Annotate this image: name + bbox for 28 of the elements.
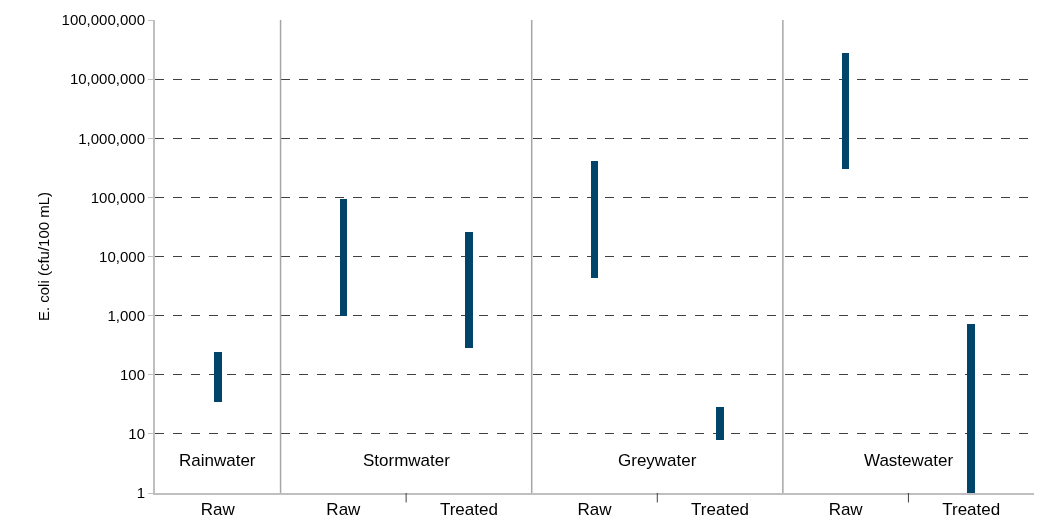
bar xyxy=(967,324,975,493)
bar xyxy=(591,161,598,278)
y-tick-label: 10,000 xyxy=(99,247,145,265)
x-tick-label: Raw xyxy=(200,500,236,520)
y-tick-label: 10 xyxy=(128,425,145,443)
x-tick-label: Raw xyxy=(326,500,362,520)
x-tick-label: Treated xyxy=(942,500,1001,520)
y-tick-label: 10,000,000 xyxy=(69,70,145,88)
bar xyxy=(465,232,473,348)
annotation: Rainwater xyxy=(179,451,256,470)
x-tick-label: Treated xyxy=(691,500,750,520)
y-tick-label: 1,000,000 xyxy=(78,129,145,147)
x-tick-label: Raw xyxy=(577,500,613,520)
y-tick-label: 100 xyxy=(119,366,145,383)
bar xyxy=(340,199,347,316)
bar xyxy=(214,352,222,402)
y-axis-title: E. coli (cfu/100 mL) xyxy=(35,191,53,322)
annotation: Greywater xyxy=(618,451,697,470)
y-tick-label: 1,000 xyxy=(107,306,145,324)
x-tick-label: Treated xyxy=(439,500,498,520)
bar xyxy=(842,53,849,169)
y-tick-label: 1 xyxy=(136,484,145,502)
bar xyxy=(716,407,724,440)
y-tick-label: 100,000 xyxy=(90,188,145,206)
annotation: Wastewater xyxy=(864,451,954,470)
x-tick-label: Raw xyxy=(828,500,864,520)
y-tick-label: 100,000,000 xyxy=(61,11,145,29)
annotation: Stormwater xyxy=(363,451,451,470)
